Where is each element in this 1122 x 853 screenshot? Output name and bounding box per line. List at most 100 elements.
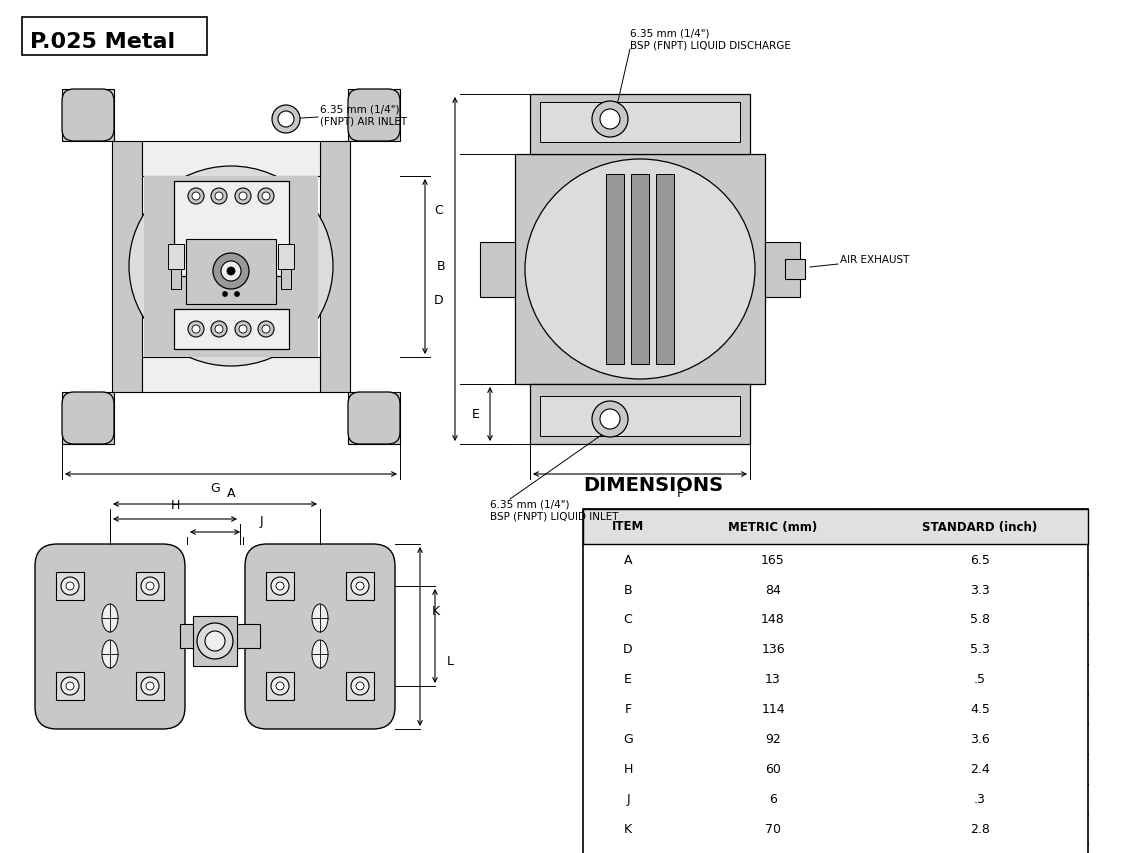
Ellipse shape (129, 167, 333, 367)
Circle shape (66, 682, 74, 690)
Text: D: D (433, 293, 443, 306)
Text: 6: 6 (769, 792, 776, 805)
Bar (480, 243, 515, 298)
Circle shape (351, 577, 369, 595)
Circle shape (215, 193, 223, 200)
Circle shape (356, 583, 364, 590)
Text: 2.4: 2.4 (971, 763, 990, 775)
Bar (346, 672, 374, 700)
Circle shape (258, 322, 274, 338)
Text: 114: 114 (761, 703, 784, 716)
Bar (348, 90, 401, 142)
FancyBboxPatch shape (348, 392, 401, 444)
Bar (136, 672, 164, 700)
Circle shape (188, 322, 204, 338)
Circle shape (141, 577, 159, 595)
Bar (193, 616, 237, 666)
Circle shape (234, 189, 251, 205)
Text: E: E (472, 408, 480, 421)
Bar (56, 572, 84, 601)
Text: E: E (624, 673, 632, 686)
Text: 6.35 mm (1/4")
BSP (FNPT) LIQUID DISCHARGE: 6.35 mm (1/4") BSP (FNPT) LIQUID DISCHAR… (629, 28, 791, 50)
Bar (785, 259, 804, 280)
Bar (346, 572, 374, 601)
Bar (320, 142, 350, 392)
Text: K: K (624, 822, 632, 836)
Bar (168, 245, 184, 270)
Bar (266, 672, 294, 700)
Bar (348, 392, 401, 444)
Bar (606, 175, 624, 364)
Text: K: K (432, 605, 440, 618)
Circle shape (592, 102, 628, 138)
Text: B: B (624, 583, 633, 595)
Circle shape (239, 193, 247, 200)
Bar (515, 154, 765, 385)
Bar (62, 90, 114, 142)
Bar (136, 572, 164, 601)
Text: H: H (171, 498, 180, 512)
Text: 84: 84 (765, 583, 781, 595)
Circle shape (215, 326, 223, 334)
Bar (142, 357, 320, 392)
Text: C: C (434, 204, 443, 218)
Text: 70: 70 (765, 822, 781, 836)
Bar (583, 509, 1088, 544)
Circle shape (227, 268, 234, 276)
Text: 148: 148 (761, 612, 785, 626)
Circle shape (211, 322, 227, 338)
FancyBboxPatch shape (62, 392, 114, 444)
Circle shape (272, 677, 289, 695)
Bar (656, 175, 674, 364)
Text: A: A (227, 486, 236, 499)
Bar (530, 385, 749, 444)
Text: 5.8: 5.8 (971, 612, 990, 626)
Text: 4.5: 4.5 (971, 703, 990, 716)
Ellipse shape (525, 160, 755, 380)
Text: J: J (260, 514, 264, 527)
Bar (112, 142, 142, 392)
Circle shape (211, 189, 227, 205)
Circle shape (213, 253, 249, 290)
Text: 6.35 mm (1/4")
(FNPT) AIR INLET: 6.35 mm (1/4") (FNPT) AIR INLET (320, 105, 407, 126)
Circle shape (263, 326, 270, 334)
Bar (62, 392, 114, 444)
Circle shape (197, 624, 233, 659)
Text: STANDARD (inch): STANDARD (inch) (922, 519, 1038, 533)
Circle shape (192, 326, 200, 334)
Text: 5.3: 5.3 (971, 643, 990, 656)
Text: A: A (624, 553, 633, 566)
Text: 3.6: 3.6 (971, 733, 990, 746)
Circle shape (600, 110, 620, 130)
Bar (174, 182, 289, 276)
Circle shape (192, 193, 200, 200)
Circle shape (356, 682, 364, 690)
Bar (540, 397, 741, 437)
Bar (765, 243, 800, 298)
Bar (280, 270, 291, 290)
Text: G: G (623, 733, 633, 746)
Circle shape (234, 293, 239, 297)
Circle shape (276, 583, 284, 590)
Bar (186, 240, 276, 305)
Text: C: C (624, 612, 633, 626)
Circle shape (146, 583, 154, 590)
Circle shape (351, 677, 369, 695)
Text: D: D (623, 643, 633, 656)
FancyBboxPatch shape (348, 90, 401, 142)
Circle shape (263, 193, 270, 200)
Circle shape (222, 293, 228, 297)
Circle shape (61, 577, 79, 595)
Bar (266, 572, 294, 601)
Ellipse shape (102, 641, 118, 668)
Text: L: L (447, 655, 454, 668)
Circle shape (592, 402, 628, 438)
Text: P.025 Metal: P.025 Metal (30, 32, 175, 52)
Text: 136: 136 (761, 643, 784, 656)
Text: H: H (624, 763, 633, 775)
Text: DIMENSIONS: DIMENSIONS (583, 475, 723, 495)
Bar (583, 509, 1088, 853)
Circle shape (272, 106, 300, 134)
Text: 60: 60 (765, 763, 781, 775)
Circle shape (61, 677, 79, 695)
